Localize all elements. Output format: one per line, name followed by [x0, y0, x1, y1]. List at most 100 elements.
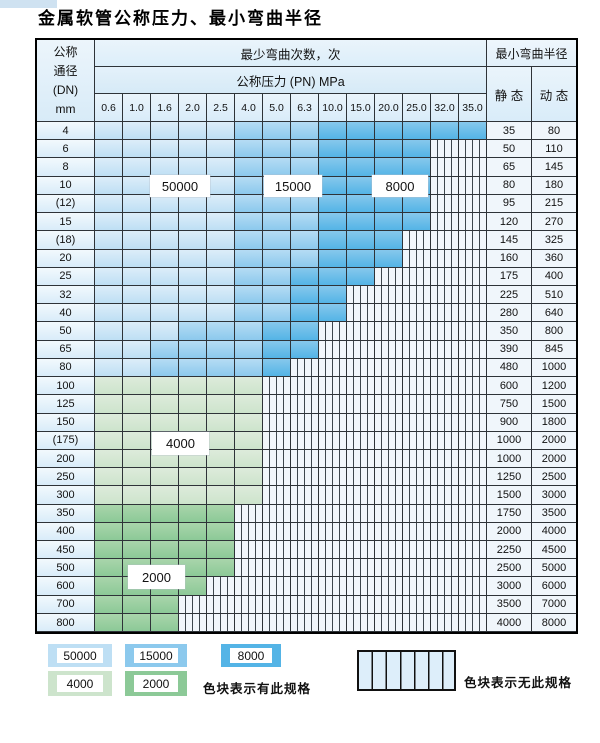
- spec-cell-50-1.6: [151, 322, 179, 341]
- spec-cell-32-6.3: [291, 285, 319, 305]
- static-radius-value: 1750: [487, 504, 532, 523]
- spec-cell-125-32.0: [431, 395, 459, 414]
- dynamic-radius-value: 800: [532, 322, 576, 341]
- spec-cell-600-2.0: [179, 577, 207, 596]
- spec-cell-500-5.0: [263, 559, 291, 578]
- spec-cell-(18)-4.0: [235, 231, 263, 250]
- table-row-dn-15: 15 120 270: [37, 213, 576, 232]
- spec-cell-700-1.6: [151, 595, 179, 614]
- spec-cell-25-6.3: [291, 267, 319, 286]
- legend-swatch-label: 50000: [57, 648, 103, 663]
- spec-cell-8-25.0: [403, 158, 431, 177]
- spec-cell-20-25.0: [403, 249, 431, 268]
- spec-cell-350-25.0: [403, 504, 431, 523]
- spec-cell-350-10.0: [319, 504, 347, 523]
- spec-cell-250-6.3: [291, 468, 319, 487]
- dynamic-radius-value: 3000: [532, 486, 576, 505]
- spec-cell-300-4.0: [235, 486, 263, 505]
- spec-cell-125-2.5: [207, 395, 235, 414]
- spec-cell-40-20.0: [375, 304, 403, 323]
- dn-label: 350: [37, 504, 95, 523]
- spec-cell-25-5.0: [263, 267, 291, 286]
- spec-cell-8-2.0: [179, 158, 207, 177]
- spec-cell-65-35.0: [459, 340, 487, 359]
- spec-cell-350-32.0: [431, 504, 459, 523]
- spec-cell-250-1.0: [123, 468, 151, 487]
- dynamic-radius-value: 5000: [532, 559, 576, 578]
- spec-cell-100-2.5: [207, 377, 235, 396]
- spec-cell-500-0.6: [95, 559, 123, 578]
- table-row-dn-100: 100 600 1200: [37, 377, 576, 396]
- dynamic-radius-value: 325: [532, 231, 576, 250]
- spec-cell-25-1.6: [151, 267, 179, 286]
- spec-cell-(175)-5.0: [263, 431, 291, 450]
- spec-cell-(175)-4.0: [235, 431, 263, 450]
- spec-cell-250-15.0: [347, 468, 375, 487]
- spec-cell-32-1.0: [123, 285, 151, 305]
- spec-cell-150-2.0: [179, 413, 207, 432]
- spec-cell-20-4.0: [235, 249, 263, 268]
- spec-cell-20-32.0: [431, 249, 459, 268]
- spec-cell-50-4.0: [235, 322, 263, 341]
- spec-cell-150-4.0: [235, 413, 263, 432]
- table-row-dn-80: 80 480 1000: [37, 358, 576, 378]
- dn-label: 10: [37, 176, 95, 195]
- spec-cell-40-2.0: [179, 304, 207, 323]
- spec-cell-65-32.0: [431, 340, 459, 359]
- spec-cell-(18)-10.0: [319, 231, 347, 250]
- spec-cell-600-25.0: [403, 577, 431, 596]
- spec-cell-40-35.0: [459, 304, 487, 323]
- spec-cell-(18)-0.6: [95, 231, 123, 250]
- spec-cell-100-20.0: [375, 377, 403, 396]
- spec-cell-(12)-32.0: [431, 194, 459, 214]
- spec-cell-450-20.0: [375, 541, 403, 560]
- spec-cell-6-10.0: [319, 140, 347, 159]
- static-radius-value: 80: [487, 176, 532, 195]
- static-radius-value: 390: [487, 340, 532, 359]
- static-radius-value: 900: [487, 413, 532, 432]
- spec-cell-100-1.6: [151, 377, 179, 396]
- spec-cell-300-6.3: [291, 486, 319, 505]
- spec-cell-350-1.6: [151, 504, 179, 523]
- static-radius-value: 2500: [487, 559, 532, 578]
- spec-cell-50-5.0: [263, 322, 291, 341]
- spec-cell-25-4.0: [235, 267, 263, 286]
- dynamic-radius-value: 4500: [532, 541, 576, 560]
- spec-cell-250-4.0: [235, 468, 263, 487]
- spec-cell-20-1.0: [123, 249, 151, 268]
- spec-cell-80-25.0: [403, 358, 431, 378]
- spec-cell-10-32.0: [431, 176, 459, 195]
- spec-cell-4-6.3: [291, 122, 319, 141]
- dynamic-radius-value: 2000: [532, 431, 576, 450]
- static-radius-value: 750: [487, 395, 532, 414]
- legend-swatch-label: 4000: [57, 675, 103, 692]
- spec-cell-10-10.0: [319, 176, 347, 195]
- spec-cell-150-25.0: [403, 413, 431, 432]
- dn-label: 25: [37, 267, 95, 286]
- spec-cell-150-32.0: [431, 413, 459, 432]
- table-row-dn-40: 40 280 640: [37, 304, 576, 323]
- table-body: 4 35 80 6 50 110 8 65 145 10 80 180 (12) 95 215 15 120 27…: [37, 122, 576, 633]
- dn-label: (18): [37, 231, 95, 250]
- spec-cell-6-6.3: [291, 140, 319, 159]
- spec-cell-(18)-2.0: [179, 231, 207, 250]
- spec-cell-150-0.6: [95, 413, 123, 432]
- spec-cell-25-35.0: [459, 267, 487, 286]
- spec-cell-200-35.0: [459, 449, 487, 469]
- spec-cell-20-1.6: [151, 249, 179, 268]
- spec-cell-450-4.0: [235, 541, 263, 560]
- spec-cell-4-0.6: [95, 122, 123, 141]
- spec-cell-15-2.5: [207, 213, 235, 232]
- pressure-ticks-row: 0.6 1.0 1.6 2.0 2.5 4.0 5.0 6.3 10.0 15.0 20.0 25.0…: [95, 94, 487, 122]
- spec-cell-125-6.3: [291, 395, 319, 414]
- spec-cell-125-20.0: [375, 395, 403, 414]
- static-radius-value: 3000: [487, 577, 532, 596]
- dn-header-line: 公称: [53, 44, 78, 59]
- spec-cell-50-15.0: [347, 322, 375, 341]
- dn-label: 450: [37, 541, 95, 560]
- spec-cell-600-5.0: [263, 577, 291, 596]
- spec-cell-250-1.6: [151, 468, 179, 487]
- spec-cell-(175)-10.0: [319, 431, 347, 450]
- table-row-dn-125: 125 750 1500: [37, 395, 576, 414]
- dn-label: 600: [37, 577, 95, 596]
